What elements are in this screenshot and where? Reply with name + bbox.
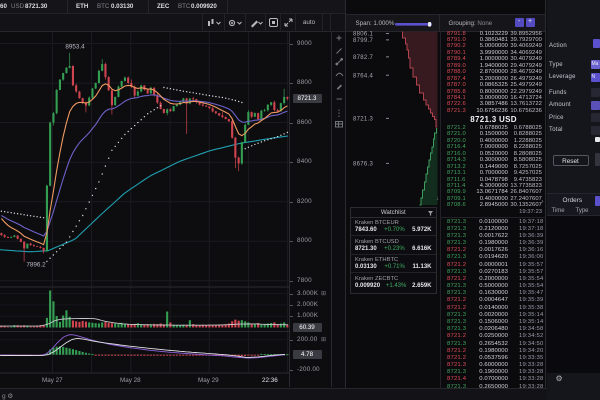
svg-text:7896.2: 7896.2 <box>26 262 46 269</box>
svg-text:8953.4: 8953.4 <box>65 44 85 51</box>
svg-text:8676.3: 8676.3 <box>353 162 374 168</box>
svg-text:8799.7: 8799.7 <box>353 38 374 44</box>
svg-text:8782.7: 8782.7 <box>353 55 374 61</box>
svg-text:8721.3: 8721.3 <box>353 117 374 123</box>
svg-text:8764.4: 8764.4 <box>353 73 374 79</box>
svg-text:8806.1: 8806.1 <box>353 32 374 38</box>
